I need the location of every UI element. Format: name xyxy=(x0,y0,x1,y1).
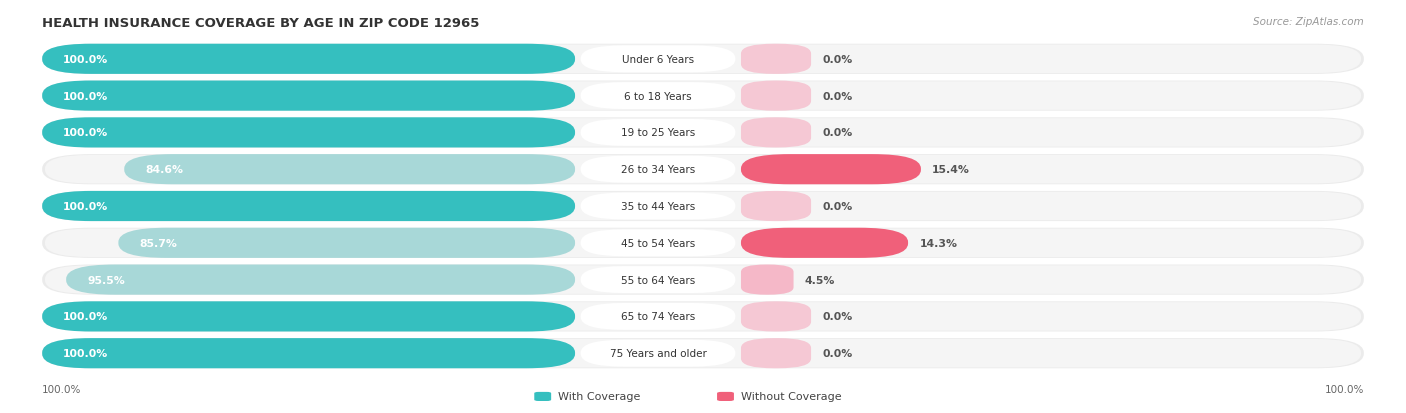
FancyBboxPatch shape xyxy=(741,338,811,368)
FancyBboxPatch shape xyxy=(581,46,735,73)
Text: Without Coverage: Without Coverage xyxy=(741,392,842,401)
Text: Source: ZipAtlas.com: Source: ZipAtlas.com xyxy=(1253,17,1364,26)
Text: 26 to 34 Years: 26 to 34 Years xyxy=(621,165,695,175)
FancyBboxPatch shape xyxy=(42,81,1364,112)
Text: 0.0%: 0.0% xyxy=(823,55,852,65)
FancyBboxPatch shape xyxy=(741,265,793,295)
FancyBboxPatch shape xyxy=(581,193,735,220)
FancyBboxPatch shape xyxy=(534,392,551,401)
FancyBboxPatch shape xyxy=(45,156,1361,184)
FancyBboxPatch shape xyxy=(42,45,1364,75)
Text: HEALTH INSURANCE COVERAGE BY AGE IN ZIP CODE 12965: HEALTH INSURANCE COVERAGE BY AGE IN ZIP … xyxy=(42,17,479,29)
Text: 0.0%: 0.0% xyxy=(823,312,852,322)
FancyBboxPatch shape xyxy=(42,301,1364,332)
Text: 100.0%: 100.0% xyxy=(63,55,108,65)
FancyBboxPatch shape xyxy=(717,392,734,401)
Text: 4.5%: 4.5% xyxy=(804,275,835,285)
FancyBboxPatch shape xyxy=(581,230,735,256)
Text: Under 6 Years: Under 6 Years xyxy=(621,55,695,65)
FancyBboxPatch shape xyxy=(42,81,575,112)
Text: 95.5%: 95.5% xyxy=(87,275,125,285)
Text: 100.0%: 100.0% xyxy=(63,128,108,138)
Text: 6 to 18 Years: 6 to 18 Years xyxy=(624,91,692,101)
FancyBboxPatch shape xyxy=(45,45,1361,74)
Text: 15.4%: 15.4% xyxy=(932,165,970,175)
FancyBboxPatch shape xyxy=(741,228,908,258)
FancyBboxPatch shape xyxy=(42,338,1364,368)
FancyBboxPatch shape xyxy=(45,302,1361,331)
Text: 100.0%: 100.0% xyxy=(63,91,108,101)
FancyBboxPatch shape xyxy=(42,155,1364,185)
Text: 14.3%: 14.3% xyxy=(920,238,957,248)
FancyBboxPatch shape xyxy=(45,192,1361,221)
Text: 55 to 64 Years: 55 to 64 Years xyxy=(621,275,695,285)
FancyBboxPatch shape xyxy=(741,192,811,221)
FancyBboxPatch shape xyxy=(581,83,735,110)
FancyBboxPatch shape xyxy=(42,118,575,148)
FancyBboxPatch shape xyxy=(45,229,1361,257)
FancyBboxPatch shape xyxy=(42,265,1364,295)
Text: 100.0%: 100.0% xyxy=(63,202,108,211)
Text: 0.0%: 0.0% xyxy=(823,91,852,101)
FancyBboxPatch shape xyxy=(118,228,575,258)
Text: 35 to 44 Years: 35 to 44 Years xyxy=(621,202,695,211)
Text: 100.0%: 100.0% xyxy=(1324,384,1364,394)
FancyBboxPatch shape xyxy=(741,81,811,112)
FancyBboxPatch shape xyxy=(42,192,575,221)
Text: With Coverage: With Coverage xyxy=(558,392,641,401)
Text: 100.0%: 100.0% xyxy=(42,384,82,394)
FancyBboxPatch shape xyxy=(741,45,811,75)
Text: 19 to 25 Years: 19 to 25 Years xyxy=(621,128,695,138)
FancyBboxPatch shape xyxy=(124,155,575,185)
FancyBboxPatch shape xyxy=(42,45,575,75)
FancyBboxPatch shape xyxy=(581,266,735,293)
FancyBboxPatch shape xyxy=(45,82,1361,111)
FancyBboxPatch shape xyxy=(741,155,921,185)
FancyBboxPatch shape xyxy=(45,119,1361,147)
FancyBboxPatch shape xyxy=(581,120,735,147)
Text: 0.0%: 0.0% xyxy=(823,202,852,211)
Text: 0.0%: 0.0% xyxy=(823,128,852,138)
FancyBboxPatch shape xyxy=(42,192,1364,221)
Text: 84.6%: 84.6% xyxy=(145,165,183,175)
Text: 100.0%: 100.0% xyxy=(63,348,108,358)
FancyBboxPatch shape xyxy=(581,157,735,183)
FancyBboxPatch shape xyxy=(741,118,811,148)
Text: 0.0%: 0.0% xyxy=(823,348,852,358)
Text: 75 Years and older: 75 Years and older xyxy=(610,348,706,358)
FancyBboxPatch shape xyxy=(42,228,1364,258)
FancyBboxPatch shape xyxy=(42,118,1364,148)
Text: 45 to 54 Years: 45 to 54 Years xyxy=(621,238,695,248)
FancyBboxPatch shape xyxy=(42,338,575,368)
FancyBboxPatch shape xyxy=(581,303,735,330)
FancyBboxPatch shape xyxy=(66,265,575,295)
Text: 65 to 74 Years: 65 to 74 Years xyxy=(621,312,695,322)
FancyBboxPatch shape xyxy=(581,340,735,367)
FancyBboxPatch shape xyxy=(741,301,811,332)
Text: 85.7%: 85.7% xyxy=(139,238,177,248)
FancyBboxPatch shape xyxy=(45,266,1361,294)
Text: 100.0%: 100.0% xyxy=(63,312,108,322)
FancyBboxPatch shape xyxy=(42,301,575,332)
FancyBboxPatch shape xyxy=(45,339,1361,368)
